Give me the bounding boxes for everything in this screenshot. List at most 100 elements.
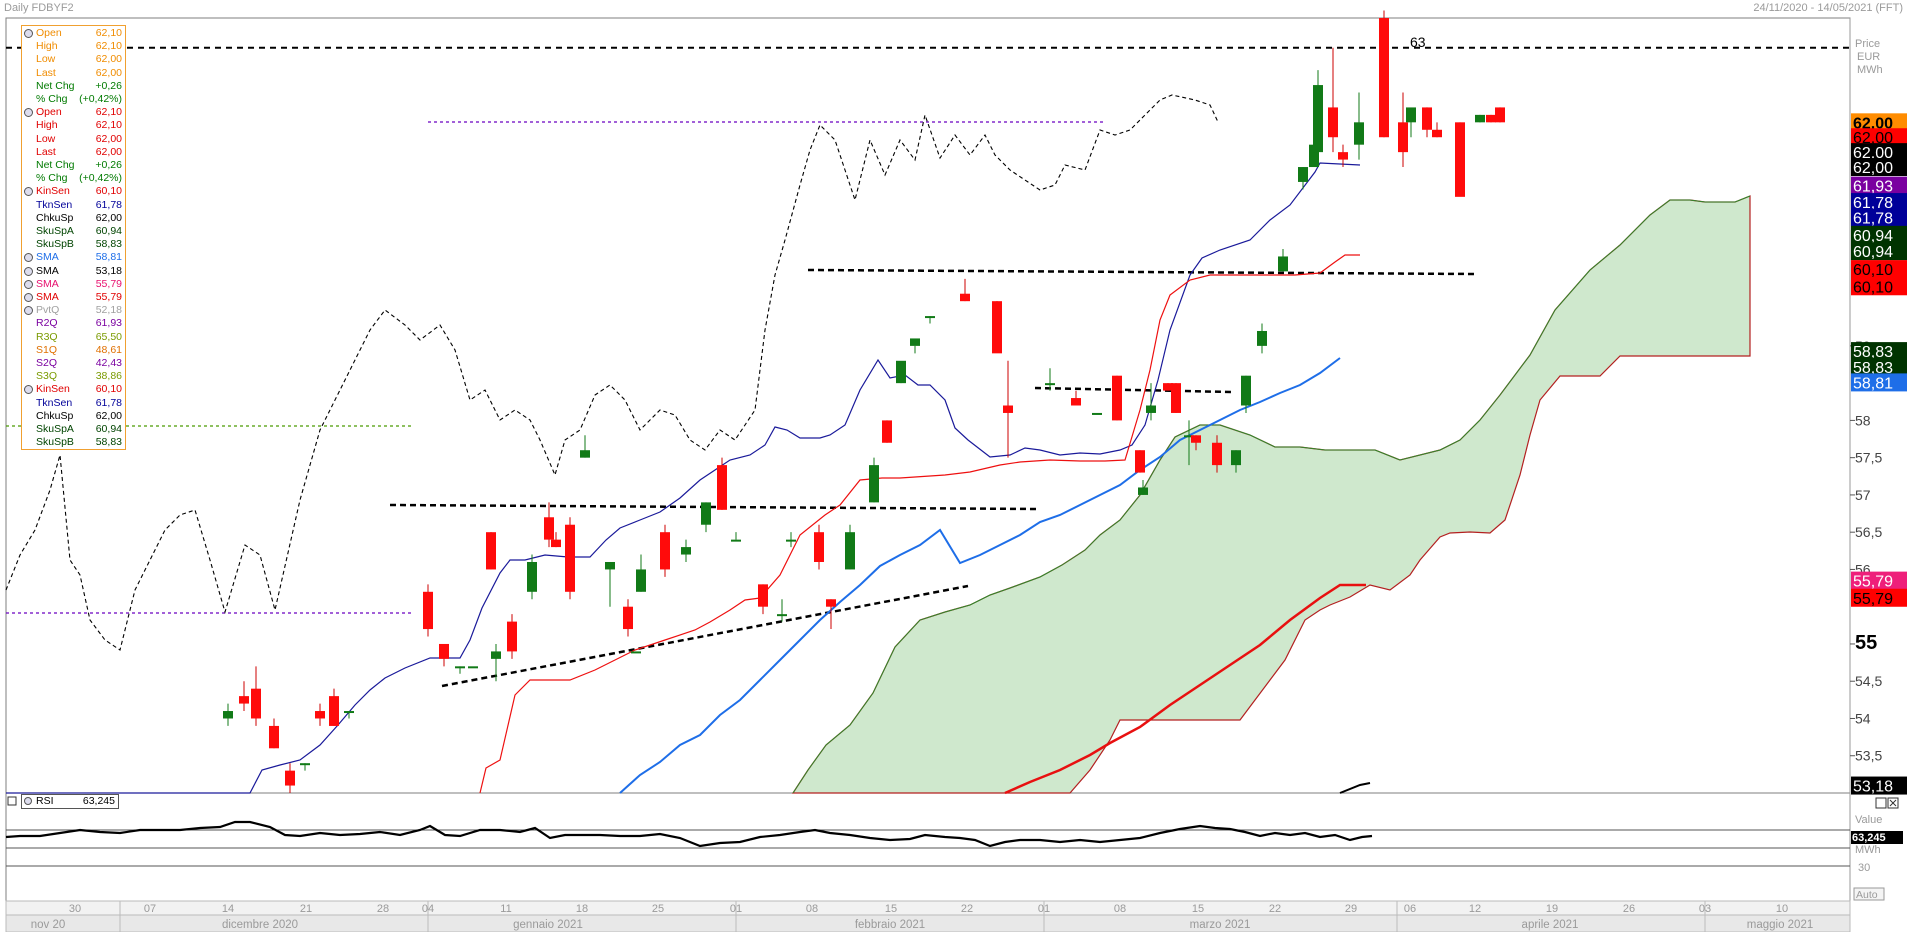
- auto-scale-button[interactable]: [1853, 887, 1885, 901]
- candle[interactable]: [285, 770, 295, 786]
- candle[interactable]: [660, 532, 670, 570]
- candle[interactable]: [882, 420, 892, 443]
- candle[interactable]: [1313, 85, 1323, 153]
- candle[interactable]: [315, 711, 325, 719]
- candle[interactable]: [1045, 383, 1055, 386]
- legend-row: SkuSpA 60,94: [22, 225, 125, 238]
- candle[interactable]: [814, 532, 824, 562]
- candle[interactable]: [580, 450, 590, 458]
- candle[interactable]: [300, 763, 310, 766]
- candle[interactable]: [992, 301, 1002, 354]
- candle[interactable]: [731, 539, 741, 542]
- candle[interactable]: [239, 696, 249, 704]
- candle[interactable]: [565, 524, 575, 592]
- candle[interactable]: [269, 725, 279, 749]
- candle[interactable]: [423, 591, 433, 630]
- candle[interactable]: [486, 532, 496, 570]
- rsi-side-window-icon[interactable]: [7, 796, 17, 806]
- gear-icon[interactable]: [24, 108, 33, 118]
- candle[interactable]: [1422, 107, 1432, 130]
- candle[interactable]: [758, 584, 768, 607]
- candle[interactable]: [1071, 398, 1081, 406]
- gear-icon[interactable]: [24, 293, 33, 302]
- candle[interactable]: [777, 614, 787, 617]
- candle[interactable]: [701, 502, 711, 525]
- candle[interactable]: [507, 621, 517, 652]
- candle[interactable]: [455, 666, 465, 669]
- candle[interactable]: [1455, 122, 1465, 197]
- candle[interactable]: [1092, 412, 1102, 415]
- candle[interactable]: [636, 569, 646, 592]
- candle[interactable]: [251, 688, 261, 719]
- candle[interactable]: [1309, 144, 1319, 168]
- rsi-legend[interactable]: RSI 63,245: [21, 794, 119, 809]
- legend-name: SMA: [36, 277, 59, 290]
- legend-row: R3Q 65,50: [22, 331, 125, 344]
- candle[interactable]: [1163, 383, 1173, 391]
- candle[interactable]: [1379, 18, 1389, 138]
- candle[interactable]: [344, 711, 354, 714]
- price-tag-text: 58,83: [1853, 344, 1893, 361]
- candle[interactable]: [631, 651, 641, 654]
- candle[interactable]: [1241, 375, 1251, 406]
- candle[interactable]: [960, 293, 970, 302]
- candle[interactable]: [1146, 405, 1156, 413]
- candle[interactable]: [1475, 114, 1485, 123]
- candle[interactable]: [1212, 442, 1222, 466]
- rsi-window-icon[interactable]: [1875, 797, 1887, 809]
- candle[interactable]: [869, 465, 879, 503]
- candle[interactable]: [1191, 435, 1201, 443]
- candle[interactable]: [1486, 114, 1496, 123]
- gear-icon[interactable]: [24, 253, 33, 263]
- legend-value: 60,10: [95, 185, 122, 198]
- candle[interactable]: [1278, 256, 1288, 272]
- candle[interactable]: [717, 465, 727, 510]
- candle[interactable]: [1257, 330, 1267, 346]
- candle[interactable]: [910, 338, 920, 346]
- candle[interactable]: [1003, 405, 1013, 413]
- legend-row: S2Q 42,43: [22, 357, 125, 370]
- candle[interactable]: [1171, 383, 1181, 413]
- candle[interactable]: [491, 651, 501, 659]
- gear-icon[interactable]: [24, 385, 33, 395]
- candle[interactable]: [551, 539, 561, 548]
- candle[interactable]: [1495, 107, 1505, 123]
- candle[interactable]: [527, 561, 537, 592]
- candle[interactable]: [468, 666, 478, 669]
- candle[interactable]: [1231, 450, 1241, 466]
- candle[interactable]: [1138, 487, 1148, 495]
- candle[interactable]: [1112, 375, 1122, 421]
- candle[interactable]: [623, 606, 633, 630]
- candle[interactable]: [925, 316, 935, 319]
- candle[interactable]: [1298, 167, 1308, 182]
- indicator-legend[interactable]: Open 62,10 High 62,10 Low 62,00 Last 62,00 Net C…: [21, 25, 126, 450]
- gear-icon[interactable]: [24, 797, 32, 805]
- gear-icon[interactable]: [24, 29, 33, 38]
- candle[interactable]: [896, 360, 906, 384]
- gear-icon[interactable]: [24, 266, 33, 276]
- candle[interactable]: [845, 532, 855, 570]
- candle[interactable]: [1328, 107, 1338, 138]
- candle[interactable]: [1406, 107, 1416, 123]
- candle[interactable]: [826, 599, 836, 607]
- gear-icon[interactable]: [24, 279, 33, 289]
- rsi-panel-controls[interactable]: [7, 796, 1899, 809]
- legend-name: Last: [36, 145, 56, 158]
- candle[interactable]: [544, 517, 554, 540]
- candle[interactable]: [329, 696, 339, 726]
- legend-row: Open 62,10: [22, 27, 125, 40]
- candle[interactable]: [439, 643, 449, 659]
- candle[interactable]: [1398, 122, 1408, 153]
- candle[interactable]: [786, 539, 796, 542]
- candle[interactable]: [1135, 450, 1145, 473]
- candle[interactable]: [223, 711, 233, 719]
- candle[interactable]: [1354, 122, 1364, 145]
- candle[interactable]: [681, 547, 691, 555]
- candle[interactable]: [1338, 152, 1348, 160]
- gear-icon[interactable]: [24, 187, 33, 197]
- candle[interactable]: [1432, 129, 1442, 138]
- candle[interactable]: [605, 561, 615, 570]
- candle[interactable]: [1184, 435, 1194, 438]
- gear-icon[interactable]: [24, 306, 33, 316]
